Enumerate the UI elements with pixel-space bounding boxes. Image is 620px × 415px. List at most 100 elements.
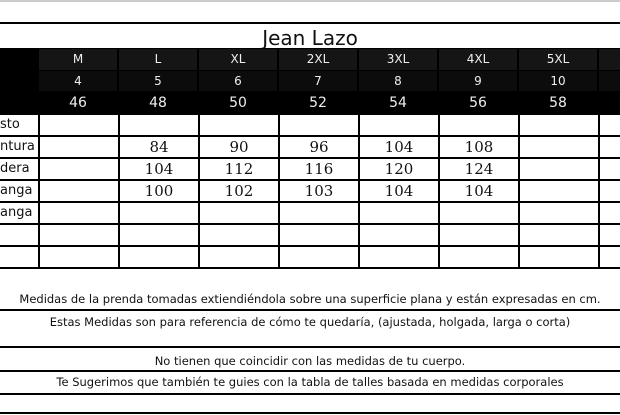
row-label: dera — [0, 161, 30, 176]
table-cell — [198, 115, 278, 135]
table-cell: 90 — [198, 137, 278, 157]
table-cell — [358, 115, 438, 135]
eu-size: 52 — [309, 95, 327, 111]
note-1: Medidas de la prenda tomadas extiendiénd… — [19, 292, 601, 306]
size-label: XL — [199, 49, 277, 70]
size-header: M 4 46 L 5 48 XL 6 50 2XL 7 52 3XL 8 54 4XL 9 56 5XL 10 58 — [0, 48, 620, 115]
divider — [0, 346, 620, 348]
table-cell — [278, 203, 358, 223]
table-cell — [518, 115, 598, 135]
table-cell — [38, 115, 118, 135]
table-cell: 104 — [438, 181, 518, 201]
table-cell — [438, 115, 518, 135]
table-cell — [118, 225, 198, 245]
size-label: 4XL — [439, 49, 517, 70]
table-cell — [278, 225, 358, 245]
row-label: ntura — [0, 139, 35, 154]
divider — [0, 393, 620, 395]
table-cell — [118, 203, 198, 223]
size-label: 3XL — [359, 49, 437, 70]
table-row: ntura 84 90 96 104 108 — [0, 137, 620, 159]
row-label: anga — [0, 183, 33, 198]
table-cell — [598, 137, 620, 157]
table-cell — [198, 247, 278, 267]
top-divider — [0, 0, 620, 2]
table-cell — [518, 225, 598, 245]
table-cell: 104 — [358, 181, 438, 201]
size-label: 2XL — [279, 49, 357, 70]
table-cell — [598, 159, 620, 179]
table-cell — [278, 247, 358, 267]
table-cell — [198, 203, 278, 223]
table-row: sto — [0, 115, 620, 137]
note-3: No tienen que coincidir con las medidas … — [154, 354, 466, 368]
size-label: 5XL — [519, 49, 597, 70]
eu-size: 58 — [549, 95, 567, 111]
table-row: anga 100 102 103 104 104 — [0, 181, 620, 203]
divider — [0, 412, 620, 414]
size-number: 8 — [359, 71, 437, 91]
size-label: L — [119, 49, 197, 70]
eu-size: 56 — [469, 95, 487, 111]
table-row — [0, 247, 620, 269]
table-cell: 84 — [118, 137, 198, 157]
table-cell — [598, 247, 620, 267]
note-2: Estas Medidas son para referencia de cóm… — [49, 315, 571, 329]
table-cell — [518, 137, 598, 157]
table-row — [0, 225, 620, 247]
row-label: anga — [0, 205, 33, 220]
table-cell — [598, 225, 620, 245]
size-number: 4 — [39, 71, 117, 91]
size-number: 6 — [199, 71, 277, 91]
size-number: 9 — [439, 71, 517, 91]
table-cell — [278, 115, 358, 135]
table-cell: 108 — [438, 137, 518, 157]
eu-size: 48 — [149, 95, 167, 111]
header-cell-empty — [599, 49, 620, 70]
divider — [0, 309, 620, 311]
table-cell — [118, 115, 198, 135]
table-cell: 100 — [118, 181, 198, 201]
table-cell — [518, 247, 598, 267]
table-cell: 104 — [118, 159, 198, 179]
table-cell: 112 — [198, 159, 278, 179]
table-cell: 96 — [278, 137, 358, 157]
table-cell — [38, 203, 118, 223]
row-label: sto — [0, 117, 20, 132]
row-label — [0, 247, 38, 267]
eu-size: 46 — [69, 95, 87, 111]
table-cell — [38, 247, 118, 267]
table-cell — [598, 181, 620, 201]
row-label — [0, 225, 38, 245]
table-cell — [598, 203, 620, 223]
size-label: M — [39, 49, 117, 70]
table-cell — [38, 159, 118, 179]
table-cell: 120 — [358, 159, 438, 179]
table-cell — [198, 225, 278, 245]
table-cell: 104 — [358, 137, 438, 157]
size-number: 10 — [519, 71, 597, 91]
table-cell — [38, 181, 118, 201]
table-row: dera 104 112 116 120 124 — [0, 159, 620, 181]
table-cell — [598, 115, 620, 135]
table-cell: 124 — [438, 159, 518, 179]
table-cell: 102 — [198, 181, 278, 201]
divider — [0, 370, 620, 372]
table-cell — [518, 203, 598, 223]
size-number: 5 — [119, 71, 197, 91]
table-cell — [358, 203, 438, 223]
table-cell — [438, 203, 518, 223]
table-cell — [438, 225, 518, 245]
table-cell: 116 — [278, 159, 358, 179]
table-cell — [438, 247, 518, 267]
size-number: 7 — [279, 71, 357, 91]
table-cell — [518, 181, 598, 201]
table-cell — [118, 247, 198, 267]
table-cell — [38, 137, 118, 157]
header-cell-empty — [599, 71, 620, 91]
chart-title: Jean Lazo — [0, 22, 620, 50]
eu-size: 50 — [229, 95, 247, 111]
table-cell — [38, 225, 118, 245]
table-cell — [518, 159, 598, 179]
note-4: Te Sugerimos que también te guies con la… — [56, 375, 564, 389]
